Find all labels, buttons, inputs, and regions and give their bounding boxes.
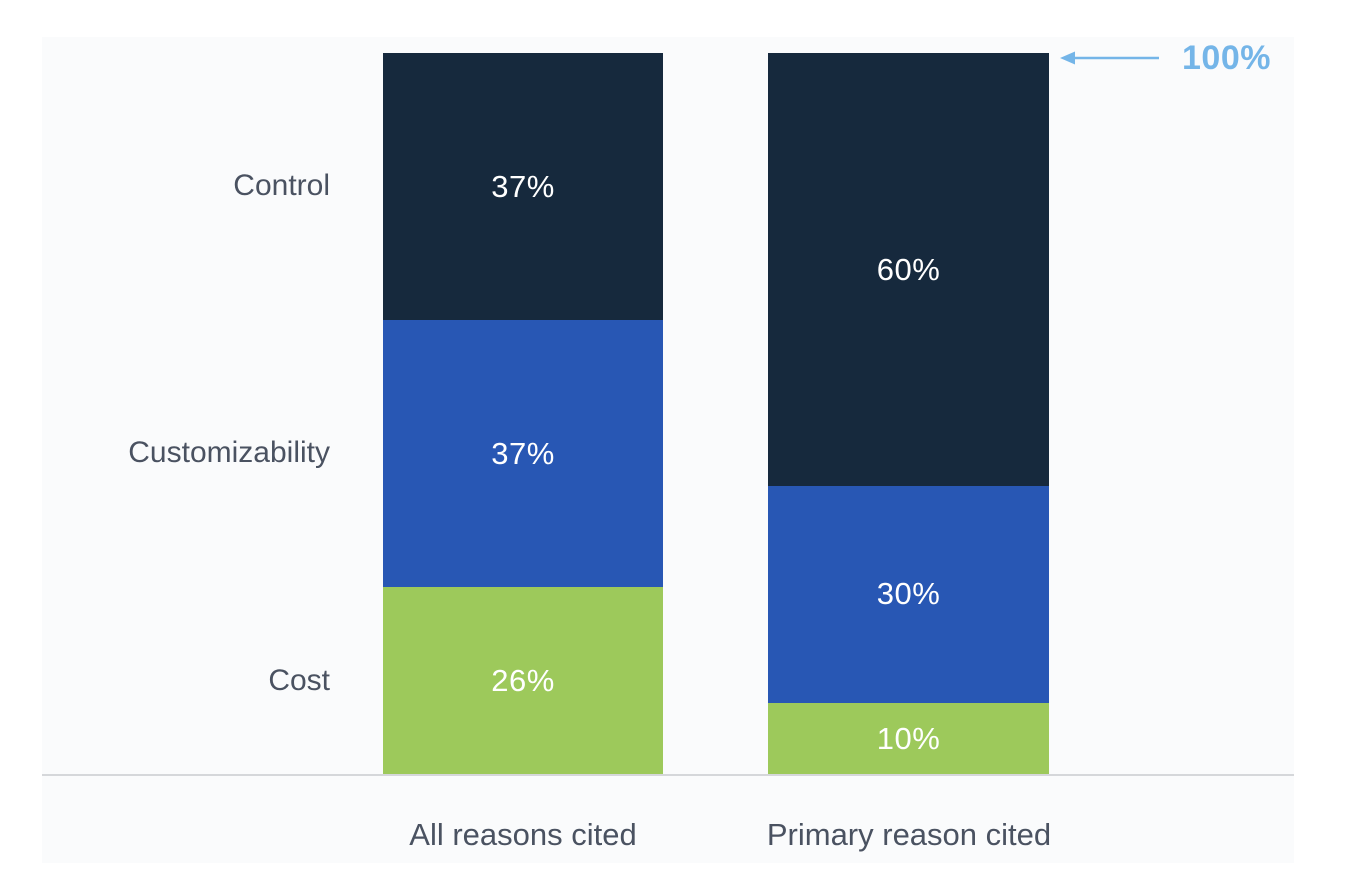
bar-segment-cost-primary-reason: 10% (768, 702, 1049, 775)
stacked-bar-all-reasons: 37% 37% 26% (383, 53, 663, 775)
bar-segment-customizability-all-reasons: 37% (383, 320, 663, 588)
left-arrow-icon (1060, 51, 1159, 65)
annotation-100-percent: 100% (1182, 38, 1271, 77)
bar-segment-control-primary-reason: 60% (768, 53, 1049, 487)
x-axis-baseline (42, 774, 1294, 776)
max-annotation: 100% (1060, 37, 1271, 79)
value-label: 10% (876, 720, 941, 756)
series-label-control: Control (233, 169, 330, 202)
series-label-cost: Cost (268, 664, 330, 697)
value-label: 60% (876, 251, 941, 287)
x-axis-label-primary-reason: Primary reason cited (766, 817, 1052, 852)
bar-segment-cost-all-reasons: 26% (383, 587, 663, 775)
x-axis-label-all-reasons: All reasons cited (409, 817, 637, 852)
bar-segment-customizability-primary-reason: 30% (768, 486, 1049, 703)
bar-segment-control-all-reasons: 37% (383, 53, 663, 321)
value-label: 37% (491, 435, 555, 471)
stacked-bar-primary-reason: 60% 30% 10% (768, 53, 1049, 775)
series-label-customizability: Customizability (128, 436, 330, 469)
value-label: 37% (491, 168, 555, 204)
chart-panel: Control Customizability Cost 37% 37% 26%… (42, 37, 1294, 863)
value-label: 26% (491, 663, 555, 699)
value-label: 30% (876, 576, 941, 612)
